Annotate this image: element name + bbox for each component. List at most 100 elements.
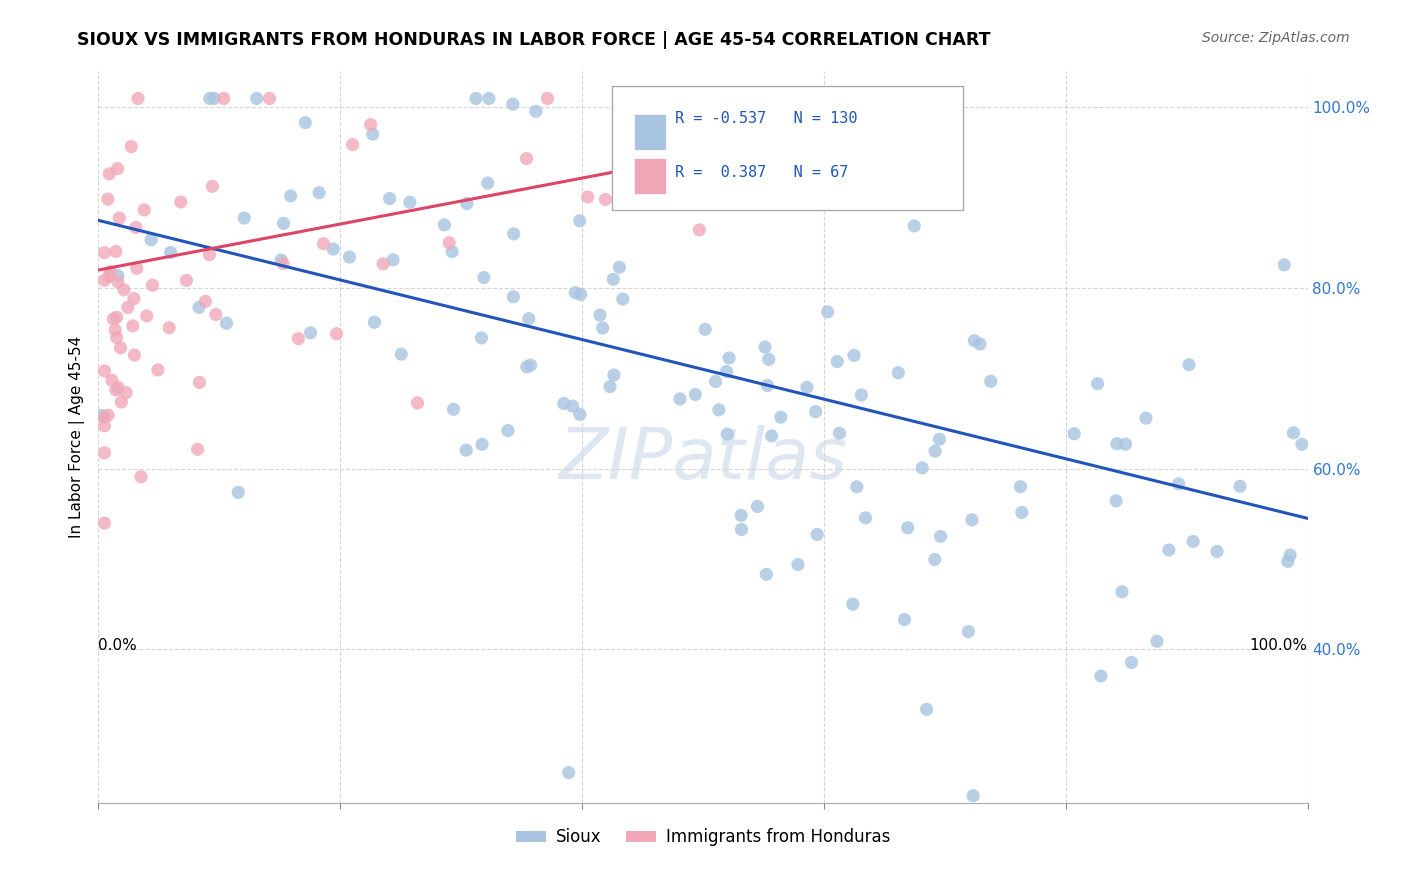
Point bbox=[671, 166, 693, 180]
Point bbox=[98, 269, 121, 284]
Text: SIOUX VS IMMIGRANTS FROM HONDURAS IN LABOR FORCE | AGE 45-54 CORRELATION CHART: SIOUX VS IMMIGRANTS FROM HONDURAS IN LAB… bbox=[77, 31, 991, 49]
Point bbox=[502, 227, 524, 241]
Point bbox=[280, 189, 302, 203]
Point bbox=[465, 91, 488, 105]
Point bbox=[198, 248, 221, 262]
Point bbox=[93, 273, 115, 287]
Point bbox=[98, 167, 121, 181]
Point bbox=[887, 366, 910, 380]
Point bbox=[187, 442, 209, 457]
Point bbox=[1010, 480, 1032, 494]
FancyBboxPatch shape bbox=[634, 158, 665, 194]
Point bbox=[93, 516, 115, 530]
Point bbox=[716, 427, 738, 442]
Point bbox=[806, 527, 828, 541]
Point bbox=[915, 702, 938, 716]
Point bbox=[433, 218, 456, 232]
Point bbox=[704, 375, 727, 389]
Point bbox=[557, 765, 579, 780]
Point bbox=[655, 93, 678, 107]
Point bbox=[828, 426, 851, 441]
Point bbox=[198, 91, 221, 105]
Point bbox=[716, 365, 738, 379]
Point bbox=[121, 318, 143, 333]
Point bbox=[101, 373, 124, 387]
Point bbox=[103, 312, 125, 326]
Point bbox=[93, 418, 115, 433]
Point bbox=[589, 308, 612, 322]
Point bbox=[963, 334, 986, 348]
Point bbox=[756, 378, 779, 392]
Point bbox=[747, 500, 769, 514]
Point bbox=[924, 552, 946, 566]
Point bbox=[592, 321, 614, 335]
Point bbox=[599, 379, 621, 393]
Point bbox=[470, 331, 492, 345]
Point bbox=[112, 283, 135, 297]
Point bbox=[1090, 669, 1112, 683]
Point bbox=[515, 152, 537, 166]
Point bbox=[897, 521, 920, 535]
Point bbox=[924, 444, 946, 458]
Text: 100.0%: 100.0% bbox=[1250, 639, 1308, 653]
Point bbox=[536, 91, 558, 105]
Point bbox=[477, 176, 499, 190]
Point bbox=[568, 408, 591, 422]
Point bbox=[758, 352, 780, 367]
Point bbox=[1105, 494, 1128, 508]
Point bbox=[516, 359, 538, 374]
Point bbox=[929, 529, 952, 543]
Y-axis label: In Labor Force | Age 45-54: In Labor Force | Age 45-54 bbox=[69, 336, 84, 538]
Point bbox=[93, 245, 115, 260]
Point bbox=[188, 376, 211, 390]
Point bbox=[215, 316, 238, 330]
Point bbox=[157, 320, 180, 334]
Point bbox=[957, 624, 980, 639]
Point bbox=[524, 104, 547, 119]
Point bbox=[685, 387, 707, 401]
Point bbox=[105, 330, 128, 344]
Point bbox=[373, 257, 395, 271]
Point bbox=[117, 301, 139, 315]
Point bbox=[787, 558, 810, 572]
Text: 0.0%: 0.0% bbox=[98, 639, 138, 653]
Point bbox=[110, 341, 132, 355]
Point bbox=[205, 308, 228, 322]
Point bbox=[1087, 376, 1109, 391]
Point bbox=[609, 260, 631, 275]
Point bbox=[602, 272, 624, 286]
Point bbox=[122, 292, 145, 306]
Point bbox=[569, 287, 592, 301]
Point bbox=[1279, 548, 1302, 562]
Point bbox=[1121, 656, 1143, 670]
Text: ZIPatlas: ZIPatlas bbox=[558, 425, 848, 493]
Point bbox=[1157, 543, 1180, 558]
Point bbox=[129, 469, 152, 483]
Point bbox=[969, 337, 991, 351]
FancyBboxPatch shape bbox=[613, 86, 963, 211]
Legend: Sioux, Immigrants from Honduras: Sioux, Immigrants from Honduras bbox=[509, 822, 897, 853]
Point bbox=[695, 322, 717, 336]
Point bbox=[194, 294, 217, 309]
Point bbox=[201, 179, 224, 194]
Point bbox=[1206, 544, 1229, 558]
Point bbox=[141, 278, 163, 293]
Point bbox=[127, 91, 149, 105]
Point bbox=[104, 244, 127, 259]
Point bbox=[93, 446, 115, 460]
Point bbox=[125, 220, 148, 235]
Point bbox=[271, 256, 294, 270]
Point bbox=[980, 374, 1002, 388]
Point bbox=[299, 326, 322, 340]
Point bbox=[389, 347, 412, 361]
Point bbox=[378, 192, 401, 206]
Point bbox=[1178, 358, 1201, 372]
Point bbox=[730, 508, 752, 523]
Point bbox=[441, 244, 464, 259]
Point bbox=[170, 194, 193, 209]
Point bbox=[595, 193, 617, 207]
Point bbox=[107, 275, 129, 289]
Point bbox=[603, 368, 626, 382]
Point bbox=[707, 402, 730, 417]
Point bbox=[270, 253, 292, 268]
